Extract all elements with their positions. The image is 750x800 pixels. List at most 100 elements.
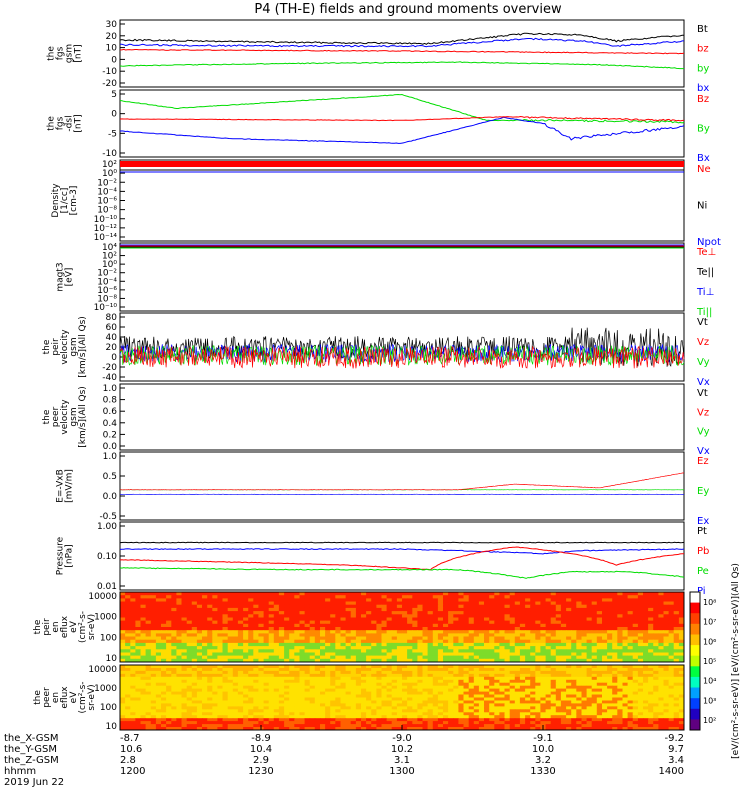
spectrogram-cell bbox=[412, 709, 418, 713]
spectrogram-cell bbox=[284, 700, 290, 704]
spectrogram-cell bbox=[463, 646, 470, 650]
spectrogram-cell bbox=[335, 630, 341, 634]
spectrogram-cell bbox=[443, 679, 449, 684]
spectrogram-cell bbox=[617, 673, 623, 678]
spectrogram-cell bbox=[243, 668, 249, 672]
spectrogram-cell bbox=[386, 617, 393, 622]
spectrogram-cell bbox=[125, 636, 131, 641]
spectrogram-cell bbox=[668, 658, 675, 663]
spectrogram-cell bbox=[263, 655, 270, 660]
spectrogram-cell bbox=[125, 724, 131, 728]
y-axis-label: the fgs gsm [nT] bbox=[47, 44, 84, 63]
spectrogram-cell bbox=[678, 642, 685, 647]
panel-frame bbox=[119, 383, 685, 451]
spectrogram-cell bbox=[196, 617, 203, 622]
spectrogram-cell bbox=[673, 682, 680, 687]
spectrogram-cell bbox=[376, 595, 382, 599]
spectrogram-cell bbox=[678, 682, 685, 687]
spectrogram-cell bbox=[284, 670, 290, 675]
spectrogram-cell bbox=[268, 604, 275, 609]
spectrogram-cell bbox=[294, 718, 300, 722]
spectrogram-cell bbox=[237, 727, 244, 731]
spectrogram-cell bbox=[530, 718, 536, 722]
spectrogram-cell bbox=[478, 703, 485, 707]
spectrogram-cell bbox=[320, 649, 326, 653]
spectrogram-cell bbox=[673, 724, 680, 728]
spectrogram-cell bbox=[299, 601, 306, 606]
spectrogram-cell bbox=[504, 691, 511, 696]
spectrogram-cell bbox=[550, 670, 557, 675]
spectrogram-cell bbox=[176, 715, 182, 719]
spectrogram-cell bbox=[335, 655, 341, 660]
spectrogram-cell bbox=[166, 727, 172, 731]
spectrogram-cell bbox=[396, 718, 403, 722]
spectrogram-cell bbox=[130, 617, 136, 622]
y-axis-label-line: (cm²-s- bbox=[78, 681, 88, 713]
spectrogram-cell bbox=[340, 636, 347, 641]
spectrogram-cell bbox=[478, 715, 485, 719]
spectrogram-cell bbox=[448, 724, 454, 728]
spectrogram-cell bbox=[499, 709, 505, 713]
spectrogram-cell bbox=[361, 691, 367, 696]
spectrogram-cell bbox=[202, 676, 208, 681]
spectrogram-cell bbox=[591, 611, 598, 615]
legend-te⊥: Te⊥ bbox=[696, 247, 716, 258]
spectrogram-cell bbox=[345, 627, 352, 631]
spectrogram-cell bbox=[530, 620, 536, 625]
spectrogram-cell bbox=[361, 646, 367, 650]
spectrogram-cell bbox=[596, 668, 603, 672]
spectrogram-cell bbox=[314, 611, 321, 615]
spectrogram-cell bbox=[663, 703, 670, 707]
spectrogram-cell bbox=[258, 721, 264, 725]
spectrogram-cell bbox=[560, 721, 567, 725]
spectrogram-cell bbox=[278, 611, 285, 615]
spectrogram-cell bbox=[550, 614, 557, 618]
spectrogram-cell bbox=[586, 703, 593, 707]
spectrogram-cell bbox=[140, 646, 147, 650]
spectrogram-cell bbox=[294, 607, 300, 612]
spectrogram-cell bbox=[473, 646, 480, 650]
spectrogram-cell bbox=[237, 709, 244, 713]
spectrogram-cell bbox=[668, 649, 675, 653]
spectrogram-cell bbox=[191, 682, 198, 687]
spectrogram-cell bbox=[540, 642, 546, 647]
spectrogram-cell bbox=[120, 607, 126, 612]
spectrogram-cell bbox=[309, 682, 316, 687]
spectrogram-cell bbox=[155, 718, 162, 722]
spectrogram-cell bbox=[227, 639, 234, 644]
spectrogram-cell bbox=[550, 620, 557, 625]
spectrogram-cell bbox=[232, 614, 239, 618]
spectrogram-cell bbox=[258, 715, 264, 719]
spectrogram-cell bbox=[391, 636, 398, 641]
spectrogram-cell bbox=[273, 682, 280, 687]
spectrogram-cell bbox=[273, 685, 280, 690]
spectrogram-cell bbox=[207, 611, 213, 615]
spectrogram-cell bbox=[145, 721, 152, 725]
spectrogram-cell bbox=[217, 642, 223, 647]
spectrogram-cell bbox=[473, 721, 480, 725]
spectrogram-cell bbox=[350, 721, 357, 725]
spectrogram-cell bbox=[540, 614, 546, 618]
spectrogram-cell bbox=[227, 691, 234, 696]
spectrogram-cell bbox=[294, 721, 300, 725]
spectrogram-cell bbox=[145, 691, 152, 696]
spectrogram-cell bbox=[237, 652, 244, 657]
spectrogram-cell bbox=[314, 673, 321, 678]
spectrogram-cell bbox=[509, 679, 516, 684]
spectrogram-cell bbox=[458, 670, 464, 675]
spectrogram-cell bbox=[545, 611, 552, 615]
spectrogram-cell bbox=[576, 611, 582, 615]
spectrogram-cell bbox=[468, 700, 475, 704]
spectrogram-cell bbox=[422, 607, 429, 612]
spectrogram-cell bbox=[150, 668, 157, 672]
spectrogram-cell bbox=[643, 700, 649, 704]
spectrogram-cell bbox=[135, 727, 141, 731]
spectrogram-cell bbox=[427, 703, 434, 707]
spectrogram-cell bbox=[207, 673, 213, 678]
spectrogram-cell bbox=[504, 685, 511, 690]
spectrogram-cell bbox=[258, 685, 264, 690]
spectrogram-cell bbox=[120, 604, 126, 609]
spectrogram-cell bbox=[448, 673, 454, 678]
spectrogram-cell bbox=[248, 604, 254, 609]
spectrogram-cell bbox=[458, 617, 464, 622]
